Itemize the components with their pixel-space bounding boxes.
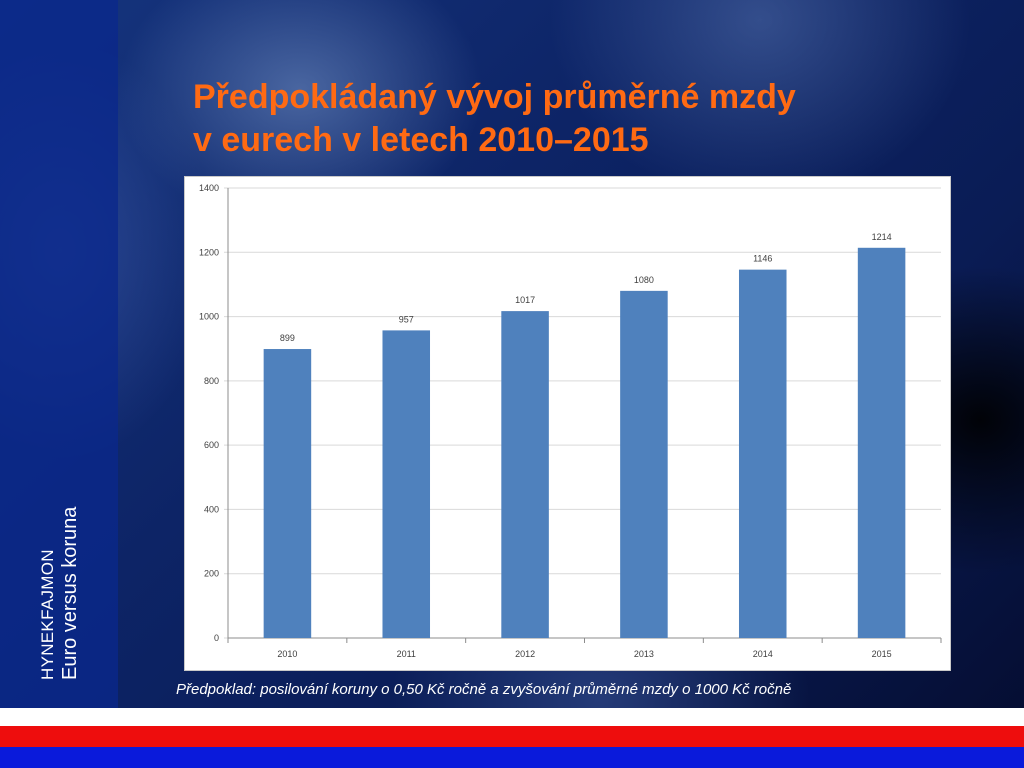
author-branding: HYNEKFAJMON Euro versus koruna xyxy=(38,507,82,680)
flag-stripe-red xyxy=(0,726,1024,747)
presentation-subtitle: Euro versus koruna xyxy=(59,506,81,680)
x-tick-label-2013: 2013 xyxy=(634,649,654,659)
bar-2011 xyxy=(382,330,431,638)
y-tick-label: 400 xyxy=(204,504,219,514)
y-tick-label: 1000 xyxy=(199,312,219,322)
y-tick-label: 200 xyxy=(204,569,219,579)
bar-2015 xyxy=(857,247,906,638)
flag-stripe-blue xyxy=(0,747,1024,768)
x-tick-label-2010: 2010 xyxy=(277,649,297,659)
y-tick-label: 1400 xyxy=(199,183,219,193)
slide-title: Předpokládaný vývoj průměrné mzdy v eure… xyxy=(193,76,993,162)
sidebar-panel: HYNEKFAJMON Euro versus koruna xyxy=(0,0,118,708)
data-label-2012: 1017 xyxy=(515,295,535,305)
y-tick-label: 1200 xyxy=(199,247,219,257)
data-label-2014: 1146 xyxy=(753,254,772,264)
title-line-2: v eurech v letech 2010–2015 xyxy=(193,121,649,159)
author-last-name: FAJMON xyxy=(38,549,57,620)
data-label-2013: 1080 xyxy=(634,275,654,285)
y-tick-label: 0 xyxy=(214,633,219,643)
bar-2012 xyxy=(501,311,549,638)
chart-area: 0 200 400 600 800 1000 1200 1400 899 2010 957 2011 1… xyxy=(184,176,951,671)
data-label-2015: 1214 xyxy=(872,232,892,242)
x-tick-label-2012: 2012 xyxy=(515,649,535,659)
footnote: Předpoklad: posilování koruny o 0,50 Kč … xyxy=(176,681,792,698)
flag-stripe-white xyxy=(0,708,1024,726)
x-tick-label-2015: 2015 xyxy=(872,649,892,659)
data-label-2010: 899 xyxy=(280,333,295,343)
author-first-name: HYNEK xyxy=(38,619,57,680)
x-tick-label-2014: 2014 xyxy=(753,649,773,659)
author-name: HYNEKFAJMON xyxy=(38,507,58,680)
y-tick-label: 600 xyxy=(204,440,219,450)
bar-2014 xyxy=(738,269,787,638)
title-line-1: Předpokládaný vývoj průměrné mzdy xyxy=(193,78,796,116)
bar-2013 xyxy=(620,290,668,638)
bar-2010 xyxy=(263,349,312,638)
x-tick-label-2011: 2011 xyxy=(397,649,416,659)
bar-chart: 0 200 400 600 800 1000 1200 1400 899 2010 957 2011 1… xyxy=(199,183,942,659)
y-tick-label: 800 xyxy=(204,376,219,386)
data-label-2011: 957 xyxy=(399,314,414,324)
